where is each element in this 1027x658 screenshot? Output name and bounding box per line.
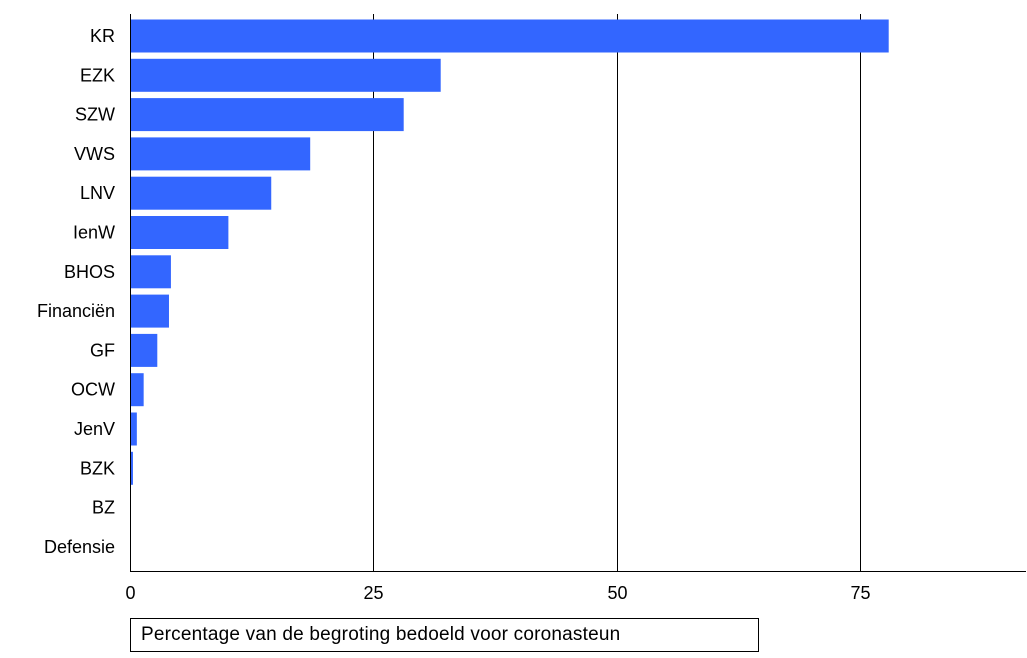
y-tick-label: KR: [90, 26, 115, 46]
y-tick-label: IenW: [73, 223, 115, 243]
bar-ezk: [131, 58, 441, 92]
y-tick-label: EZK: [80, 65, 115, 85]
grid-layer: [373, 14, 861, 571]
bar-ocw: [131, 373, 144, 407]
x-tick-label: 25: [363, 583, 383, 603]
bar-bzk: [131, 451, 133, 485]
y-tick-label: BZK: [80, 458, 115, 478]
bar-gf: [131, 333, 158, 367]
y-tick-label: JenV: [74, 419, 115, 439]
x-tick-label: 0: [125, 583, 135, 603]
y-tick-label: BHOS: [64, 262, 115, 282]
bar-jenv: [131, 412, 137, 446]
y-tick-label: LNV: [80, 183, 115, 203]
y-tick-label: VWS: [74, 144, 115, 164]
y-tick-label: GF: [90, 340, 115, 360]
bar-layer: [131, 19, 889, 485]
bar-kr: [131, 19, 889, 53]
y-tick-label: BZ: [92, 498, 115, 518]
bar-vws: [131, 137, 311, 171]
bar-szw: [131, 98, 404, 132]
x-axis-label: Percentage van de begroting bedoeld voor…: [130, 618, 759, 652]
bar-ienw: [131, 216, 229, 249]
bar-financiën: [131, 294, 169, 328]
axis-layer: [130, 14, 1026, 572]
y-tick-label: Financiën: [37, 301, 115, 321]
y-tick-label: Defensie: [44, 537, 115, 557]
bar-lnv: [131, 176, 272, 210]
x-tick-label: 50: [607, 583, 627, 603]
bar-bhos: [131, 255, 171, 289]
label-layer: 0 25 50 75 KR EZK SZW VWS LNV IenW BHOS Financiën GF…: [37, 26, 871, 603]
y-tick-label: SZW: [75, 105, 115, 125]
x-tick-label: 75: [850, 583, 870, 603]
y-tick-label: OCW: [71, 380, 115, 400]
